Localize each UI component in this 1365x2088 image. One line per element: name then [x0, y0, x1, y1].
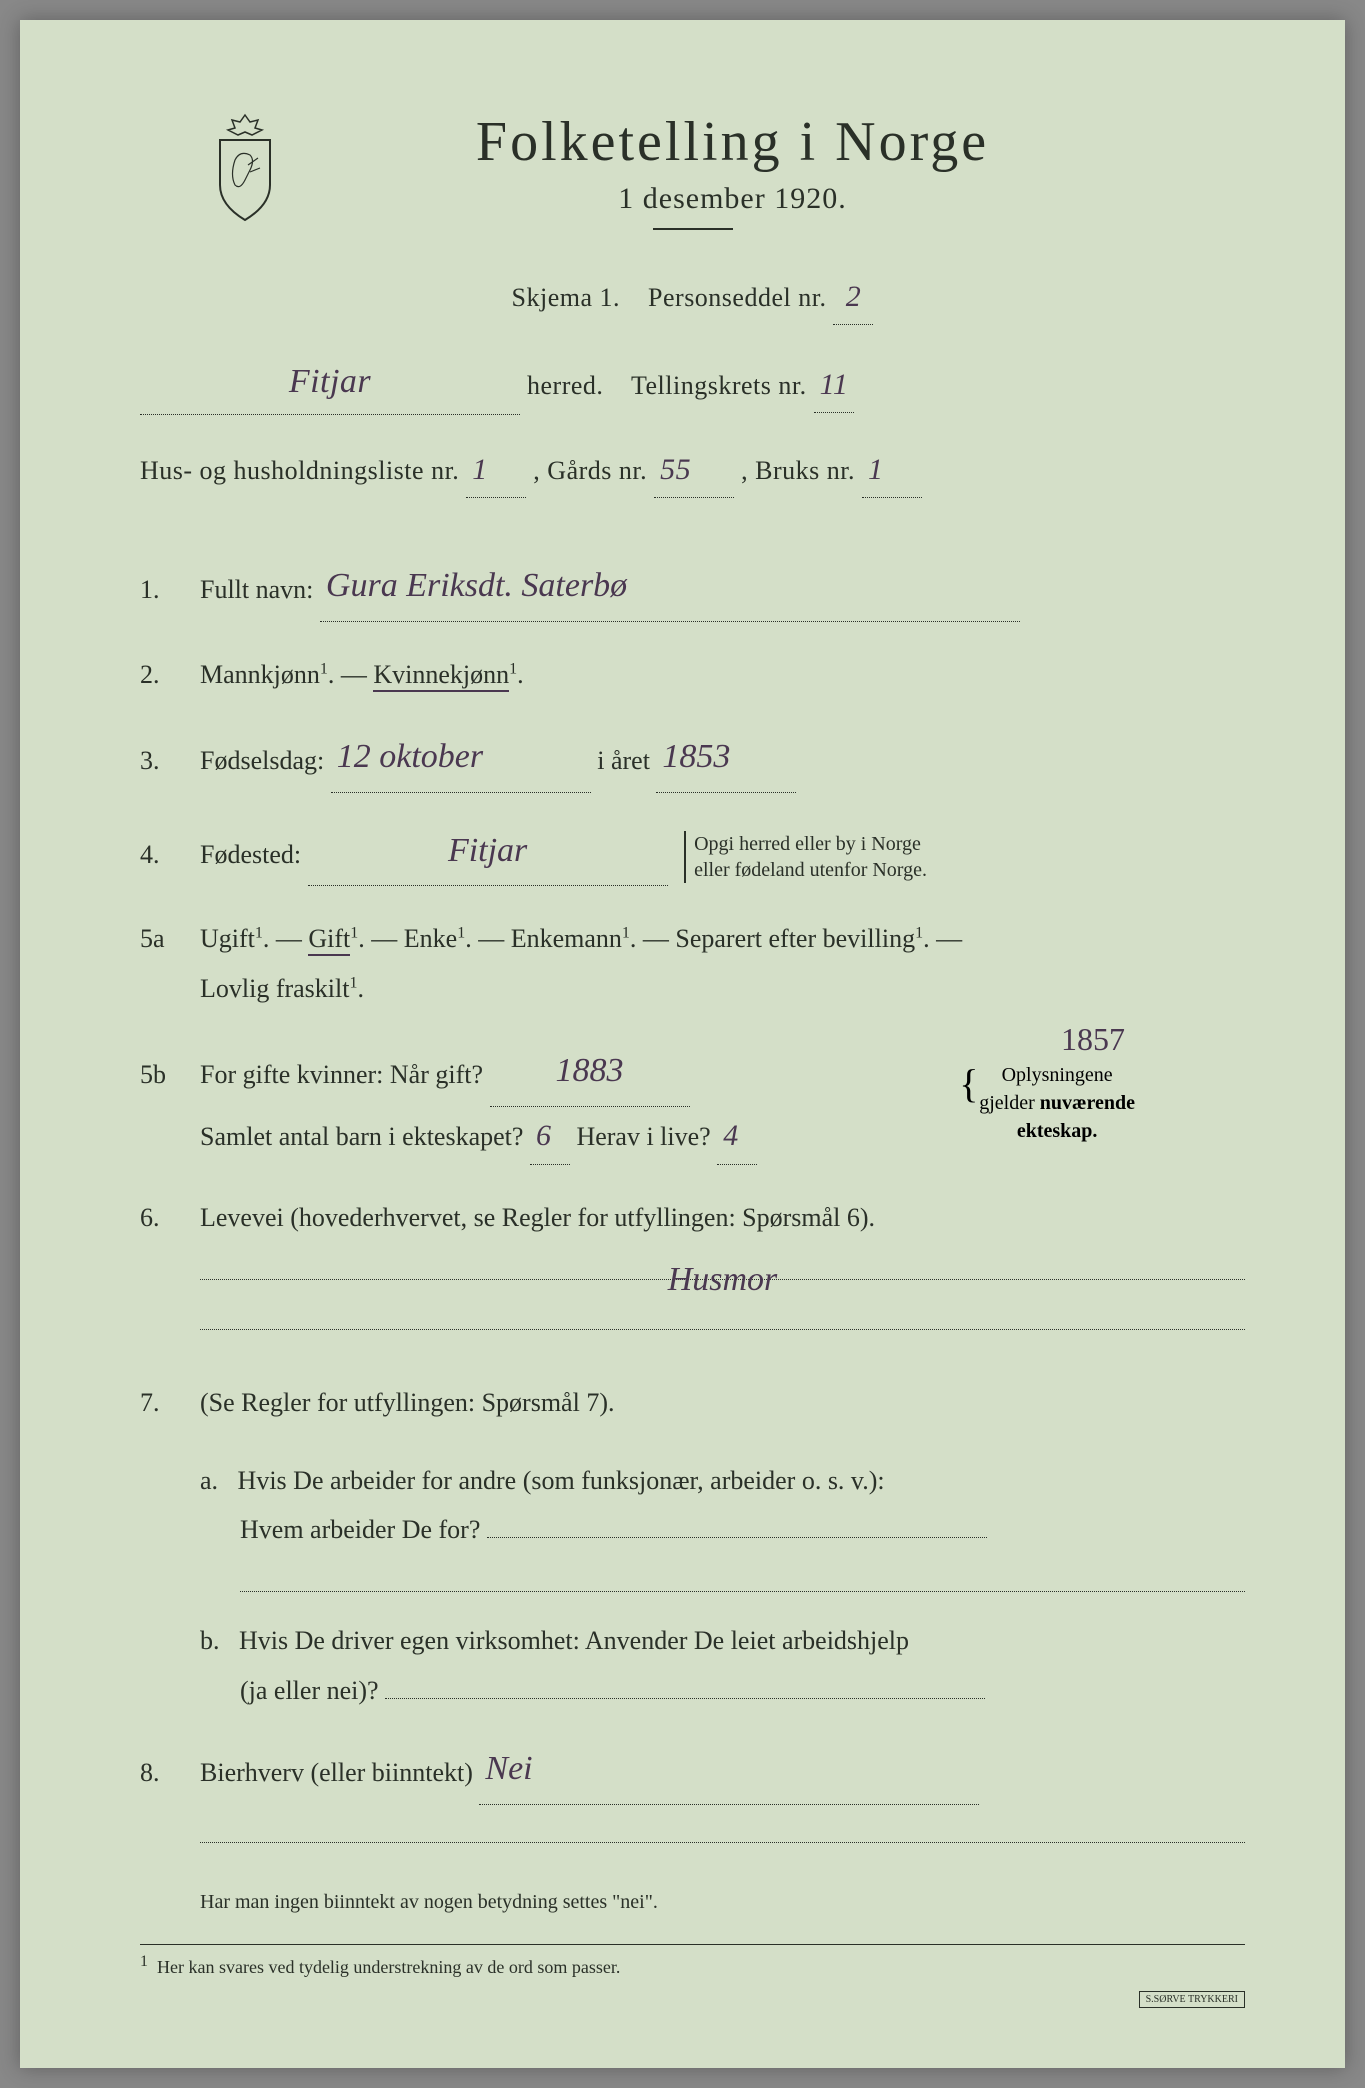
q7a: a. Hvis De arbeider for andre (som funks…	[200, 1456, 1245, 1593]
herred-name: Fitjar	[289, 363, 371, 400]
q2-kvinne: Kvinnekjønn	[373, 660, 509, 692]
q7-num: 7.	[140, 1388, 200, 1418]
personseddel-nr: 2	[846, 280, 862, 313]
q5b-live: 4	[723, 1119, 738, 1152]
form-title: Folketelling i Norge	[140, 110, 1245, 174]
q8-value: Nei	[485, 1750, 532, 1787]
q5a-enke: Enke	[404, 924, 457, 953]
q3-year-label: i året	[597, 746, 650, 775]
q4-note: Opgi herred eller by i Norge eller fødel…	[684, 831, 927, 883]
q7a-label: a.	[200, 1466, 218, 1495]
q6-value: Husmor	[668, 1261, 778, 1298]
footer-note: Har man ingen biinntekt av nogen betydni…	[200, 1891, 1245, 1914]
q3-num: 3.	[140, 746, 200, 776]
q5a-enkemann: Enkemann	[511, 924, 622, 953]
q6-num: 6.	[140, 1203, 200, 1233]
q1-label: Fullt navn:	[200, 575, 313, 604]
q4: 4. Fødested: Fitjar Opgi herred eller by…	[140, 821, 1245, 887]
gards-label: , Gårds nr.	[533, 456, 647, 485]
q4-value: Fitjar	[448, 832, 527, 869]
bruks-label: , Bruks nr.	[741, 456, 855, 485]
q1: 1. Fullt navn: Gura Eriksdt. Saterbø	[140, 556, 1245, 622]
tellingskrets-nr: 11	[820, 368, 849, 401]
q6: 6. Levevei (hovederhvervet, se Regler fo…	[140, 1193, 1245, 1350]
printer-stamp: S.SØRVE TRYKKERI	[1139, 1991, 1245, 2008]
q5b-label1: For gifte kvinner: Når gift?	[200, 1060, 483, 1089]
q5b-label2: Samlet antal barn i ekteskapet?	[200, 1122, 523, 1151]
q5b: 5b For gifte kvinner: Når gift? 1883 Sam…	[140, 1041, 1245, 1165]
husliste-label: Hus- og husholdningsliste nr.	[140, 456, 459, 485]
q7a-text1: Hvis De arbeider for andre (som funksjon…	[238, 1466, 885, 1495]
gards-nr: 55	[660, 453, 691, 486]
q4-label: Fødested:	[200, 840, 301, 869]
herred-label: herred.	[527, 371, 603, 400]
q7-label: (Se Regler for utfyllingen: Spørsmål 7).	[200, 1388, 614, 1417]
footnote-text: Her kan svares ved tydelig understreknin…	[157, 1957, 620, 1977]
q4-note1: Opgi herred eller by i Norge	[694, 833, 921, 855]
q5a-gift: Gift	[308, 924, 350, 956]
q5a-separert: Separert efter bevilling	[675, 924, 915, 953]
q5b-label3: Herav i live?	[576, 1122, 710, 1151]
q3-label: Fødselsdag:	[200, 746, 324, 775]
q7b-text2: (ja eller nei)?	[240, 1676, 379, 1705]
q1-num: 1.	[140, 575, 200, 605]
q8: 8. Bierhverv (eller biinntekt) Nei	[140, 1739, 1245, 1863]
q6-label: Levevei (hovederhvervet, se Regler for u…	[200, 1203, 875, 1232]
q7b: b. Hvis De driver egen virksomhet: Anven…	[200, 1616, 1245, 1715]
q2-mann: Mannkjønn	[200, 660, 320, 689]
q2-num: 2.	[140, 660, 200, 690]
coat-of-arms-icon	[200, 110, 290, 230]
q5a: 5a Ugift1. — Gift1. — Enke1. — Enkemann1…	[140, 914, 1245, 1013]
q5a-ugift: Ugift	[200, 924, 255, 953]
q8-label: Bierhverv (eller biinntekt)	[200, 1758, 473, 1787]
q5b-side-note: { Oplysningene gjelder nuværende ekteska…	[979, 1061, 1135, 1145]
q5b-note1: Oplysningene	[1002, 1064, 1113, 1086]
q7a-text2: Hvem arbeider De for?	[240, 1515, 480, 1544]
q4-note2: eller fødeland utenfor Norge.	[694, 859, 927, 881]
q3-year: 1853	[662, 738, 730, 775]
q7b-text1: Hvis De driver egen virksomhet: Anvender…	[239, 1626, 909, 1655]
q5b-barn: 6	[536, 1119, 551, 1152]
q4-num: 4.	[140, 840, 200, 870]
q3-day: 12 oktober	[337, 738, 483, 775]
q7: 7. (Se Regler for utfyllingen: Spørsmål …	[140, 1378, 1245, 1427]
husliste-nr: 1	[472, 453, 488, 486]
q8-num: 8.	[140, 1758, 200, 1788]
divider	[653, 228, 733, 230]
form-date: 1 desember 1920.	[140, 182, 1245, 216]
skjema-label: Skjema 1.	[512, 283, 621, 312]
q3: 3. Fødselsdag: 12 oktober i året 1853	[140, 727, 1245, 793]
census-form-page: Folketelling i Norge 1 desember 1920. Sk…	[20, 20, 1345, 2068]
q5b-note2: gjelder nuværende	[979, 1092, 1135, 1114]
header: Folketelling i Norge 1 desember 1920.	[140, 110, 1245, 230]
bruks-nr: 1	[868, 453, 884, 486]
husliste-line: Hus- og husholdningsliste nr. 1 , Gårds …	[140, 443, 1245, 498]
q5a-fraskilt: Lovlig fraskilt	[200, 974, 349, 1003]
herred-line: Fitjar herred. Tellingskrets nr. 11	[140, 353, 1245, 415]
q5a-num: 5a	[140, 924, 200, 954]
q7b-label: b.	[200, 1626, 220, 1655]
q5b-year: 1883	[556, 1052, 624, 1089]
q5b-num: 5b	[140, 1060, 200, 1090]
skjema-line: Skjema 1. Personseddel nr. 2	[140, 270, 1245, 325]
q2: 2. Mannkjønn1. — Kvinnekjønn1.	[140, 650, 1245, 699]
footnote: 1 Her kan svares ved tydelig understrekn…	[140, 1944, 1245, 1978]
q5b-note3: ekteskap.	[1017, 1120, 1098, 1142]
q1-value: Gura Eriksdt. Saterbø	[326, 567, 627, 604]
tellingskrets-label: Tellingskrets nr.	[631, 371, 807, 400]
personseddel-label: Personseddel nr.	[648, 283, 826, 312]
